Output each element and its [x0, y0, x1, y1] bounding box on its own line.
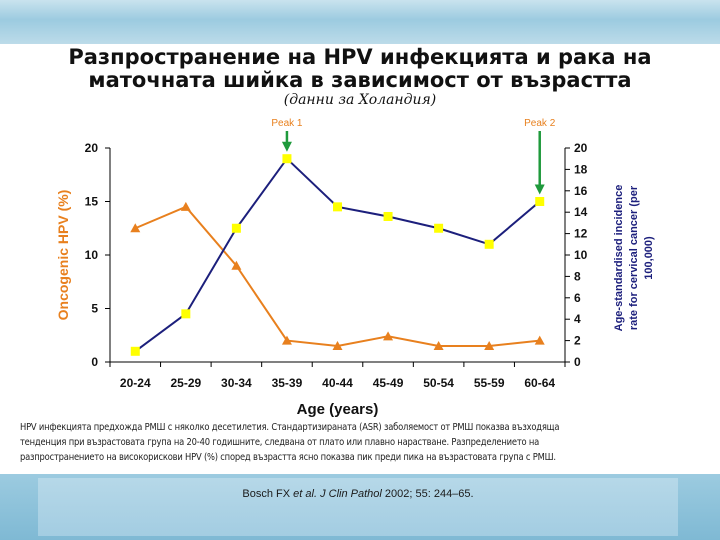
chart-markers	[130, 154, 545, 356]
slide-title: Разпространение на HPV инфекцията и рака…	[0, 46, 720, 92]
hpv-data-point	[130, 223, 141, 233]
left-tick-label: 20	[85, 141, 99, 155]
chart-annotations: Peak 1 Peak 2	[271, 118, 556, 195]
hpv-data-point	[383, 331, 394, 341]
reference-etal: et al.	[293, 488, 318, 500]
cancer-data-point	[484, 239, 494, 249]
right-tick-label: 2	[574, 334, 581, 348]
peak-label: Peak 2	[524, 118, 556, 129]
hpv-data-point	[231, 260, 242, 270]
top-decorative-band	[0, 0, 720, 44]
right-tick-label: 12	[574, 227, 588, 241]
x-tick-label: 60-64	[524, 376, 555, 390]
left-tick-label: 10	[85, 248, 99, 262]
caption-line-2: тенденция при възрастовата група на 20-4…	[20, 437, 540, 448]
x-axis-title: Age (years)	[297, 401, 379, 418]
right-axis-title-line: rate for cervical cancer (per	[628, 185, 640, 330]
peak-label: Peak 1	[271, 118, 303, 129]
chart-axis-labels: Age (years) Oncogenic HPV (%) Age-standard…	[55, 185, 655, 418]
cancer-data-point	[333, 202, 342, 212]
hpv-data-point	[332, 340, 343, 350]
reference-citation: Bosch FX et al. J Clin Pathol 2002; 55: …	[38, 488, 678, 500]
cancer-data-point	[282, 154, 292, 164]
x-tick-label: 20-24	[120, 376, 151, 390]
chart-axes: 0 5 10 15 20 0 2 4 6 8 10 12 14 16 18 20 20-24 25-29 30-34…	[85, 141, 588, 390]
x-tick-label: 50-54	[423, 376, 454, 390]
x-tick-label: 30-34	[221, 376, 252, 390]
right-tick-label: 18	[574, 162, 588, 176]
left-tick-label: 15	[85, 195, 99, 209]
x-tick-label: 25-29	[170, 376, 201, 390]
cancer-data-point	[130, 346, 140, 356]
reference-journal: J Clin Pathol	[320, 488, 382, 500]
cancer-data-point	[434, 223, 444, 233]
right-tick-label: 14	[574, 205, 588, 219]
left-tick-label: 5	[91, 302, 98, 316]
cancer-data-point	[383, 211, 393, 221]
hpv-data-point	[484, 340, 495, 350]
chart-series	[134, 157, 541, 353]
cancer-incidence-line	[134, 157, 541, 353]
right-axis-title-line: 100,000)	[643, 236, 655, 280]
right-tick-label: 20	[574, 141, 588, 155]
reference-panel	[38, 478, 678, 536]
reference-authors: Bosch FX	[242, 488, 294, 500]
cancer-data-point	[231, 223, 241, 233]
x-tick-label: 40-44	[322, 376, 353, 390]
title-line-2: маточната шийка в зависимост от възрастт…	[88, 68, 632, 92]
right-tick-label: 16	[574, 184, 588, 198]
hpv-data-point	[433, 340, 444, 350]
cancer-data-point	[535, 197, 545, 206]
caption-line-1: HPV инфекцията предхожда РМШ с няколко д…	[20, 422, 560, 433]
x-tick-label: 35-39	[272, 376, 303, 390]
left-tick-label: 0	[91, 355, 98, 369]
right-tick-label: 0	[574, 355, 581, 369]
hpv-prevalence-line	[134, 205, 540, 347]
title-line-1: Разпространение на HPV инфекцията и рака…	[68, 45, 652, 69]
cancer-data-point	[181, 309, 191, 319]
reference-rest: 2002; 55: 244–65.	[381, 488, 474, 500]
caption-line-3: разпространението на високорискови HPV (…	[20, 452, 556, 463]
x-tick-label: 55-59	[474, 376, 505, 390]
hpv-data-point	[281, 335, 292, 345]
right-tick-label: 4	[574, 312, 581, 326]
peak-arrow-head	[281, 141, 292, 152]
right-tick-label: 10	[574, 248, 588, 262]
right-axis-title-line: Age-standardised incidence	[613, 185, 625, 332]
hpv-cancer-chart: 0 5 10 15 20 0 2 4 6 8 10 12 14 16 18 20 20-24 25-29 30-34…	[55, 118, 655, 418]
right-tick-label: 6	[574, 291, 581, 305]
slide-subtitle: (данни за Холандия)	[283, 92, 437, 108]
hpv-data-point	[180, 201, 191, 211]
caption-text: HPV инфекцията предхожда РМШ с няколко д…	[20, 420, 710, 465]
peak-arrow-head	[534, 184, 545, 195]
hpv-data-point	[534, 335, 545, 345]
left-axis-title: Oncogenic HPV (%)	[55, 190, 71, 321]
right-tick-label: 8	[574, 269, 581, 283]
x-tick-label: 45-49	[373, 376, 404, 390]
